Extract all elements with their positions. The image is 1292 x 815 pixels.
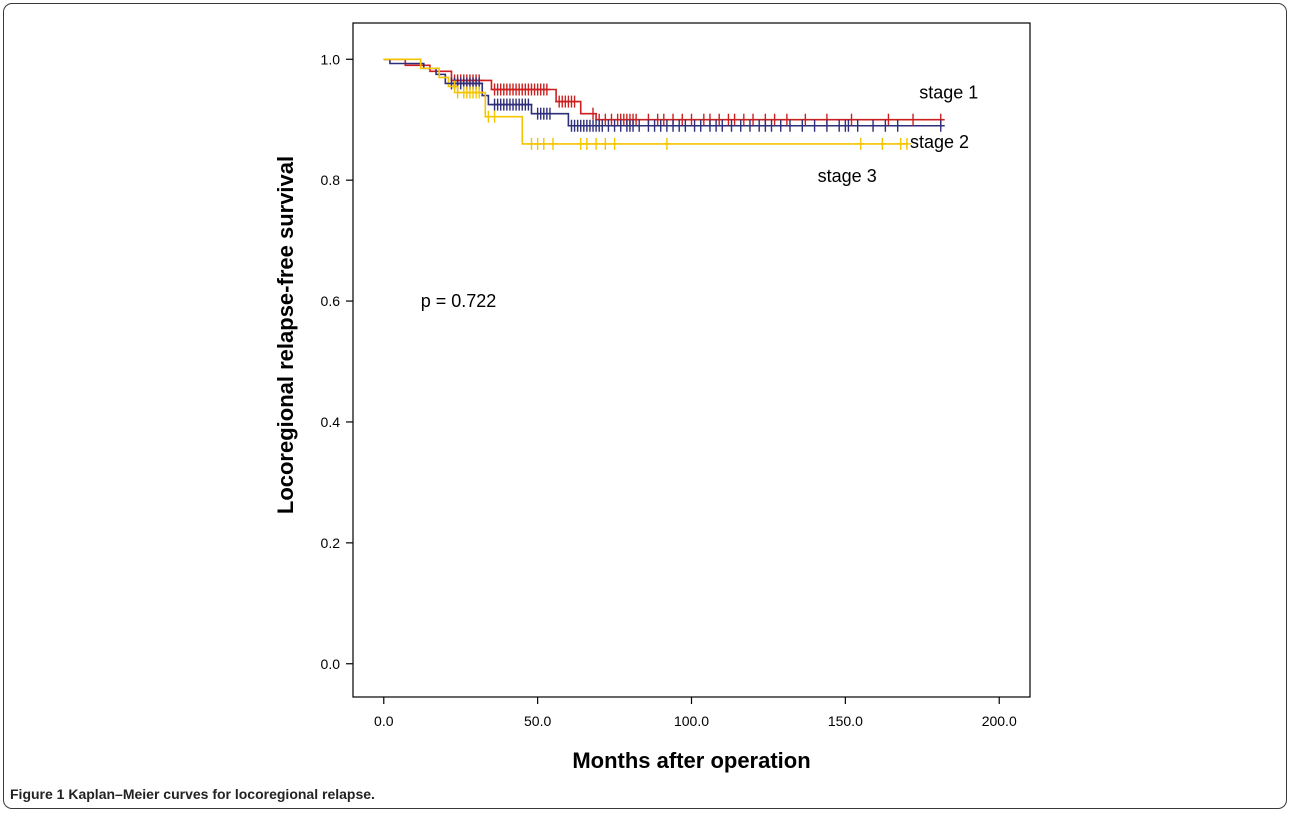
figure-caption-text: Kaplan–Meier curves for locoregional rel… — [68, 786, 375, 802]
figure-caption: Figure 1 Kaplan–Meier curves for locoreg… — [10, 786, 375, 802]
censor-mark-stage-2 — [810, 119, 819, 132]
censor-mark-stage-2 — [869, 119, 878, 132]
censor-mark-stage-1 — [782, 113, 791, 126]
y-tick-label: 1.0 — [321, 51, 341, 67]
series-label-stage-1: stage 1 — [919, 83, 978, 103]
censor-mark-stage-1 — [632, 113, 641, 126]
censor-mark-stage-3 — [490, 110, 499, 123]
censor-mark-stage-1 — [770, 113, 779, 126]
censor-mark-stage-3 — [592, 137, 601, 150]
annotation-p-value: p = 0.722 — [421, 291, 497, 311]
x-tick-label: 0.0 — [374, 713, 394, 729]
censor-mark-stage-3 — [450, 80, 459, 93]
censor-mark-stage-2 — [696, 119, 705, 132]
y-tick-label: 0.0 — [321, 656, 341, 672]
censor-mark-stage-2 — [853, 119, 862, 132]
x-tick-label: 50.0 — [524, 713, 551, 729]
curve-stage-1 — [383, 58, 944, 121]
censor-mark-stage-3 — [601, 137, 610, 150]
censor-mark-stage-2 — [776, 119, 785, 132]
y-tick-label: 0.4 — [321, 414, 341, 430]
censor-mark-stage-1 — [884, 113, 893, 126]
series-label-stage-3: stage 3 — [818, 166, 877, 186]
x-tick-label: 200.0 — [982, 713, 1017, 729]
censor-mark-stage-1 — [570, 95, 579, 108]
censor-mark-stage-2 — [767, 119, 776, 132]
censor-mark-stage-1 — [739, 113, 748, 126]
censor-mark-stage-2 — [881, 119, 890, 132]
y-tick-label: 0.6 — [321, 293, 341, 309]
censor-mark-stage-1 — [687, 113, 696, 126]
x-axis-label: Months after operation — [572, 748, 810, 773]
censor-mark-stage-2 — [745, 119, 754, 132]
censor-mark-stage-1 — [730, 113, 739, 126]
censor-mark-stage-2 — [524, 98, 533, 111]
censor-mark-stage-3 — [475, 86, 484, 99]
censor-mark-stage-3 — [856, 137, 865, 150]
figure-caption-label: Figure 1 — [10, 786, 65, 802]
censor-mark-stage-1 — [589, 107, 598, 120]
censor-mark-stage-2 — [936, 119, 945, 132]
censor-mark-stage-3 — [610, 137, 619, 150]
censor-mark-stage-1 — [909, 113, 918, 126]
censor-mark-stage-2 — [736, 119, 745, 132]
series-label-stage-2: stage 2 — [910, 132, 969, 152]
censor-mark-stage-1 — [801, 113, 810, 126]
figure-frame — [3, 3, 1287, 809]
y-tick-label: 0.8 — [321, 172, 341, 188]
censor-mark-stage-2 — [893, 119, 902, 132]
censor-mark-stage-3 — [582, 137, 591, 150]
censor-mark-stage-1 — [715, 113, 724, 126]
censor-mark-stage-1 — [749, 113, 758, 126]
censor-mark-stage-1 — [659, 113, 668, 126]
censor-mark-stage-1 — [678, 113, 687, 126]
censor-mark-stage-2 — [681, 119, 690, 132]
x-tick-label: 100.0 — [674, 713, 709, 729]
censor-mark-stage-2 — [844, 119, 853, 132]
censor-mark-stage-2 — [635, 119, 644, 132]
censor-mark-stage-3 — [662, 137, 671, 150]
curve-stage-3 — [383, 58, 907, 145]
censor-mark-stage-1 — [847, 113, 856, 126]
y-tick-label: 0.2 — [321, 535, 341, 551]
censor-mark-stage-2 — [718, 119, 727, 132]
censor-mark-stage-3 — [902, 137, 911, 150]
censor-mark-stage-2 — [822, 119, 831, 132]
censor-mark-stage-3 — [549, 137, 558, 150]
censor-mark-stage-2 — [798, 119, 807, 132]
censor-mark-stage-2 — [785, 119, 794, 132]
censor-mark-stage-3 — [878, 137, 887, 150]
censor-mark-stage-1 — [542, 83, 551, 96]
y-axis-label: Locoregional relapse-free survival — [273, 156, 298, 514]
censor-mark-stage-3 — [539, 137, 548, 150]
censor-mark-stage-2 — [727, 119, 736, 132]
censor-mark-stage-2 — [545, 107, 554, 120]
x-tick-label: 150.0 — [828, 713, 863, 729]
